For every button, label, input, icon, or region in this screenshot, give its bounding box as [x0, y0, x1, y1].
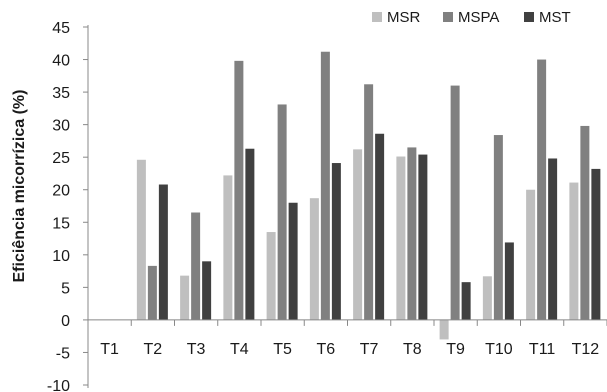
legend-label-mspa: MSPA [458, 9, 499, 26]
bar-mst-t4 [245, 148, 255, 320]
category-label: T11 [529, 341, 555, 358]
bar-mspa-t12 [580, 125, 590, 320]
y-tick-label: 15 [52, 215, 70, 232]
bar-mst-t9 [461, 282, 471, 320]
bar-mst-t8 [418, 154, 428, 320]
bar-mst-t10 [504, 242, 514, 320]
y-tick-label: 25 [52, 150, 70, 167]
category-label: T6 [317, 341, 336, 358]
bar-msr-t10 [482, 276, 492, 320]
bar-msr-t5 [266, 232, 276, 320]
legend-swatch-msr [372, 12, 382, 22]
y-tick-label: 30 [52, 118, 70, 135]
bar-msr-t8 [396, 156, 406, 320]
y-tick-label: 45 [52, 20, 70, 37]
bar-mst-t5 [288, 202, 298, 320]
bar-mst-t3 [202, 261, 212, 320]
legend: MSR MSPA MST [372, 9, 571, 26]
y-tick-label: -5 [56, 345, 70, 362]
bars [136, 51, 601, 340]
category-label: T2 [144, 341, 163, 358]
category-label: T10 [485, 341, 513, 358]
bar-mspa-t9 [450, 85, 460, 320]
bar-msr-t2 [136, 159, 146, 320]
y-axis-label: Eficiência micorrízica (%) [11, 90, 28, 283]
bar-mspa-t2 [147, 265, 157, 320]
y-tick-label: 40 [52, 53, 70, 70]
bar-msr-t11 [526, 189, 536, 320]
axes [83, 25, 607, 388]
category-label: T1 [100, 341, 119, 358]
bar-mspa-t4 [234, 60, 244, 320]
bar-msr-t4 [223, 175, 233, 320]
bar-mspa-t10 [493, 135, 503, 320]
category-label: T9 [446, 341, 465, 358]
bar-msr-t3 [180, 275, 190, 320]
legend-swatch-mspa [443, 12, 453, 22]
bar-mst-t12 [591, 168, 601, 320]
category-label: T3 [187, 341, 206, 358]
x-axis-categories: T1 T2 T3 T4 T5 T6 T7 T8 T9 T10 T11 T12 [100, 341, 599, 358]
bar-mspa-t3 [191, 212, 201, 320]
bar-mst-t11 [548, 158, 558, 320]
y-tick-label: 10 [52, 248, 70, 265]
bar-msr-t6 [309, 198, 319, 320]
bar-mspa-t11 [537, 59, 547, 320]
bar-msr-t9 [439, 319, 449, 340]
bar-mspa-t8 [407, 147, 417, 320]
bar-msr-t12 [569, 182, 579, 320]
bar-mst-t7 [375, 133, 385, 320]
bar-mspa-t5 [277, 104, 287, 320]
legend-label-mst: MST [539, 9, 571, 26]
y-tick-label: 5 [61, 280, 70, 297]
bar-mst-t6 [331, 163, 341, 320]
category-label: T8 [403, 341, 422, 358]
category-label: T12 [572, 341, 600, 358]
bar-mst-t2 [158, 184, 168, 320]
category-label: T5 [273, 341, 292, 358]
bar-mspa-t7 [364, 84, 374, 320]
y-tick-label: 35 [52, 85, 70, 102]
bar-msr-t7 [353, 149, 363, 320]
y-tick-label: 0 [61, 313, 70, 330]
category-label: T7 [360, 341, 379, 358]
legend-label-msr: MSR [387, 9, 421, 26]
y-tick-label: -10 [47, 378, 70, 392]
y-tick-label: 20 [52, 183, 70, 200]
category-label: T4 [230, 341, 249, 358]
bar-mspa-t6 [320, 51, 330, 320]
y-axis-ticks: -10 -5 0 5 10 15 20 25 30 35 40 45 [47, 20, 70, 392]
legend-swatch-mst [524, 12, 534, 22]
